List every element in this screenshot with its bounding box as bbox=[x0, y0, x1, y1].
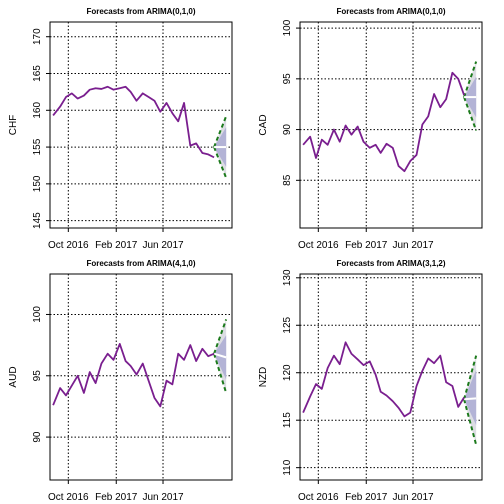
x-tick-label: Feb 2017 bbox=[95, 240, 138, 251]
history-series-line bbox=[302, 71, 465, 173]
y-tick-label: 110 bbox=[282, 459, 293, 475]
y-axis-label: AUD bbox=[8, 366, 19, 387]
y-tick-label: 100 bbox=[282, 19, 293, 36]
chart-panel-nzd: Forecasts from ARIMA(3,1,2) NZD 110 115 120 1… bbox=[258, 259, 483, 503]
forecast-band-80 bbox=[214, 335, 227, 380]
x-tick-label: Oct 2016 bbox=[48, 240, 89, 251]
point-forecast-line bbox=[463, 397, 477, 401]
plot-frame bbox=[49, 21, 233, 229]
y-axis-label: CAD bbox=[258, 114, 269, 135]
chart-panel-cad: Forecasts from ARIMA(0,1,0) CAD 85 90 95 100 O… bbox=[258, 7, 483, 251]
x-tick-label: Jun 2017 bbox=[392, 492, 434, 503]
x-tick-label: Feb 2017 bbox=[345, 492, 388, 503]
y-axis-label: CHF bbox=[8, 115, 19, 136]
chart-title: Forecasts from ARIMA(0,1,0) bbox=[86, 7, 195, 16]
chart-title: Forecasts from ARIMA(3,1,2) bbox=[336, 259, 445, 268]
x-tick-label: Feb 2017 bbox=[95, 492, 138, 503]
x-tick-label: Oct 2016 bbox=[48, 492, 89, 503]
y-tick-label: 100 bbox=[32, 306, 43, 323]
lower-interval-line bbox=[213, 146, 228, 179]
plot-frame bbox=[299, 21, 483, 229]
x-tick-label: Feb 2017 bbox=[345, 240, 388, 251]
y-tick-label: 90 bbox=[282, 124, 293, 136]
y-tick-label: 90 bbox=[32, 431, 43, 443]
upper-interval-line bbox=[213, 115, 228, 148]
y-tick-label: 160 bbox=[32, 102, 43, 119]
upper-interval-line bbox=[463, 61, 478, 98]
x-tick-label: Jun 2017 bbox=[142, 492, 184, 503]
y-tick-label: 95 bbox=[32, 370, 43, 382]
y-tick-label: 125 bbox=[282, 316, 293, 333]
y-tick-label: 130 bbox=[282, 269, 293, 286]
lower-interval-line bbox=[463, 399, 478, 446]
y-tick-label: 85 bbox=[282, 174, 293, 186]
history-series-line bbox=[52, 85, 215, 159]
y-tick-label: 120 bbox=[282, 364, 293, 381]
y-tick-label: 115 bbox=[282, 412, 293, 428]
y-tick-label: 95 bbox=[282, 73, 293, 85]
chart-title: Forecasts from ARIMA(4,1,0) bbox=[86, 259, 195, 268]
history-series-line bbox=[302, 341, 465, 418]
y-tick-label: 150 bbox=[32, 175, 43, 192]
y-tick-label: 145 bbox=[32, 212, 43, 229]
upper-interval-line bbox=[213, 319, 228, 355]
plot-frame bbox=[299, 273, 483, 481]
y-tick-label: 170 bbox=[32, 28, 43, 45]
point-forecast-line bbox=[213, 352, 227, 359]
x-tick-label: Oct 2016 bbox=[298, 492, 339, 503]
x-tick-label: Jun 2017 bbox=[392, 240, 434, 251]
forecast-band-80 bbox=[464, 369, 477, 425]
chart-panel-chf: Forecasts from ARIMA(0,1,0) CHF 145 150 155 1… bbox=[8, 7, 233, 251]
y-tick-label: 165 bbox=[32, 65, 43, 82]
lower-interval-line bbox=[463, 96, 478, 131]
y-axis-label: NZD bbox=[258, 367, 269, 388]
x-tick-label: Jun 2017 bbox=[142, 240, 184, 251]
plot-frame bbox=[49, 273, 233, 481]
chart-title: Forecasts from ARIMA(0,1,0) bbox=[336, 7, 445, 16]
x-tick-label: Oct 2016 bbox=[298, 240, 339, 251]
history-series-line bbox=[52, 342, 215, 408]
y-tick-label: 155 bbox=[32, 138, 43, 155]
chart-panel-aud: Forecasts from ARIMA(4,1,0) AUD 90 95 100 Oct… bbox=[8, 259, 233, 503]
upper-interval-line bbox=[463, 355, 478, 400]
